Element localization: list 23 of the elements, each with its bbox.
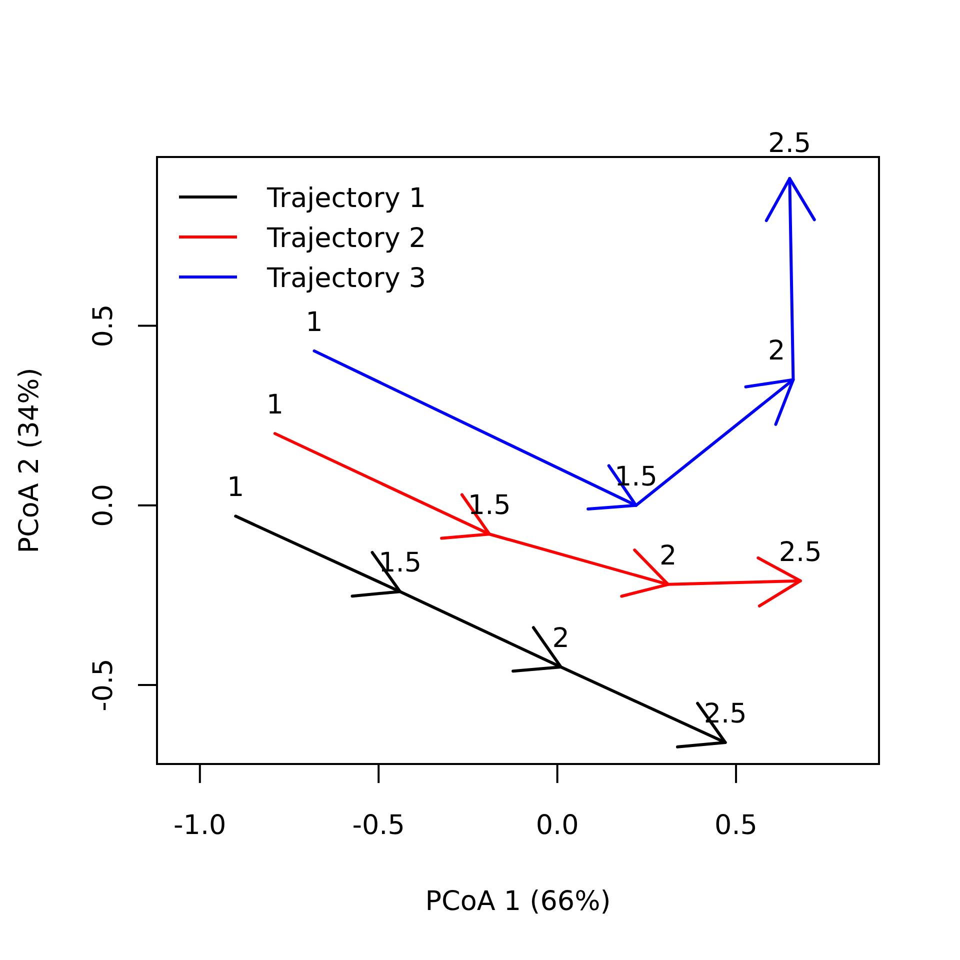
- annotation: 2.5: [778, 536, 822, 568]
- x-tick-label: 0.5: [714, 810, 758, 841]
- x-tick-label: -1.0: [174, 810, 226, 841]
- annotation: 1.5: [378, 548, 422, 579]
- x-axis-title: PCoA 1 (66%): [425, 886, 611, 917]
- annotation: 1.5: [614, 461, 658, 492]
- legend-label: Trajectory 2: [266, 223, 426, 254]
- annotation: 2: [660, 540, 677, 572]
- legend-label: Trajectory 1: [266, 183, 426, 214]
- annotation: 1: [306, 306, 323, 338]
- legend-label: Trajectory 3: [266, 263, 426, 294]
- annotation: 1: [227, 472, 244, 504]
- x-tick-label: -0.5: [352, 810, 405, 841]
- annotation: 1: [266, 390, 284, 421]
- annotation: 2: [552, 623, 570, 654]
- annotation: 2: [768, 336, 786, 367]
- y-axis-title: PCoA 2 (34%): [14, 368, 45, 554]
- y-tick-label: -0.5: [88, 658, 119, 712]
- x-tick-label: 0.0: [536, 810, 579, 841]
- y-tick-label: 0.5: [88, 304, 119, 348]
- y-tick-label: 0.0: [88, 484, 119, 527]
- annotation: 2.5: [768, 128, 812, 159]
- annotation: 1.5: [468, 490, 511, 522]
